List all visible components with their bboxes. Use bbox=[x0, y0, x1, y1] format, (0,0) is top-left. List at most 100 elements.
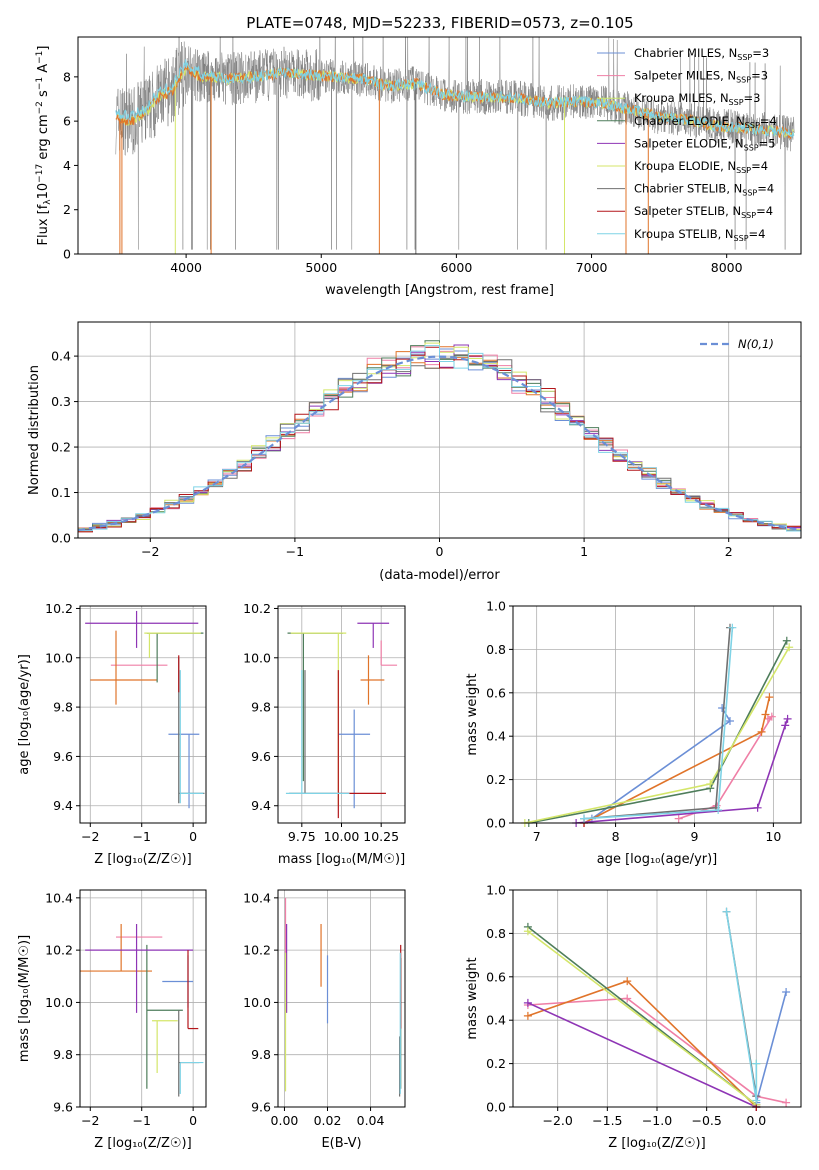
x-tick-label: 9.75 bbox=[288, 829, 316, 844]
y-tick-label: 9.4 bbox=[251, 798, 271, 813]
y-tick-label: 9.6 bbox=[53, 1100, 73, 1115]
axes-frame bbox=[277, 889, 406, 1108]
y-tick-label: 9.8 bbox=[251, 700, 271, 715]
y-tick-label: 9.8 bbox=[251, 1047, 271, 1062]
y-axis-label: mass [log₁₀(M/M☉)] bbox=[17, 935, 32, 1062]
y-tick-label: 0.8 bbox=[486, 642, 506, 657]
y-tick-label: 10.2 bbox=[243, 943, 271, 958]
x-tick-label: 4000 bbox=[170, 260, 202, 275]
x-tick-label: −2.0 bbox=[543, 1113, 573, 1128]
legend-entry: Chabrier ELODIE, NSSP=4 bbox=[634, 114, 777, 130]
mass-weight-point bbox=[782, 1098, 791, 1107]
legend-entry: Salpeter ELODIE, NSSP=5 bbox=[634, 136, 776, 152]
mass-weight-point bbox=[623, 977, 632, 986]
mass-vs-Z-panel: −2 −1 0 9.6 9.8 10.0 10.2 10.4 Z [log₁₀(Z/Z☉)] ma… bbox=[17, 889, 207, 1151]
y-axis-label: Flux [fλ10−17 erg cm−2 s−1 A−1] bbox=[35, 46, 53, 246]
x-tick-label: 9 bbox=[691, 829, 699, 844]
x-tick-label: 6000 bbox=[440, 260, 472, 275]
axes-frame bbox=[277, 605, 406, 824]
y-axis-label: mass weight bbox=[465, 957, 480, 1039]
axes-frame bbox=[512, 605, 802, 824]
x-tick-label: 0 bbox=[189, 1113, 197, 1128]
x-tick-label: 7000 bbox=[576, 260, 608, 275]
mass-weight-point bbox=[752, 1059, 761, 1068]
massweight-vs-age-grid bbox=[513, 605, 801, 824]
y-tick-label: 10.2 bbox=[243, 601, 271, 616]
mass-vs-ebv-grid bbox=[278, 890, 405, 1108]
mass-weight-point bbox=[580, 814, 589, 823]
x-axis-label: (data-model)/error bbox=[379, 568, 500, 583]
y-tick-label: 0.4 bbox=[486, 729, 506, 744]
x-tick-label: 8000 bbox=[711, 260, 743, 275]
y-tick-label: 8 bbox=[63, 69, 71, 84]
mass-weight-point bbox=[782, 987, 791, 996]
mass-weight-point bbox=[714, 805, 723, 814]
mass-weight-line bbox=[527, 1002, 757, 1107]
x-tick-label: −2 bbox=[141, 544, 159, 559]
model-line bbox=[115, 59, 795, 139]
x-tick-label: 0.04 bbox=[357, 1113, 385, 1128]
x-tick-label: 10.00 bbox=[324, 829, 360, 844]
mass-vs-Z-grid bbox=[80, 890, 206, 1108]
mass-weight-point bbox=[725, 717, 734, 726]
y-tick-label: 0.2 bbox=[486, 772, 506, 787]
mass-vs-ebv-panel: 0.00 0.02 0.04 9.6 9.8 10.0 10.2 10.4 E(B-V) bbox=[243, 889, 406, 1151]
x-tick-label: 0.00 bbox=[271, 1113, 299, 1128]
gaussian-curve bbox=[77, 355, 802, 532]
y-tick-label: 9.8 bbox=[53, 700, 73, 715]
y-tick-label: 2 bbox=[63, 202, 71, 217]
y-axis-label: mass weight bbox=[465, 673, 480, 755]
x-tick-label: −1 bbox=[286, 544, 304, 559]
spectrum-panel: 4000 5000 6000 7000 8000 0 2 4 6 8 wavelength [Ang… bbox=[35, 36, 802, 298]
mass-weight-line bbox=[524, 646, 790, 823]
mass-weight-point bbox=[706, 779, 715, 788]
x-tick-label: −2 bbox=[81, 829, 99, 844]
mass-weight-point bbox=[523, 927, 532, 936]
age-vs-mass-grid bbox=[278, 606, 405, 823]
mass-weight-point bbox=[718, 703, 727, 712]
mass-weight-point bbox=[757, 727, 766, 736]
mass-weight-point bbox=[752, 1096, 761, 1105]
legend-entry: Kroupa STELIB, NSSP=4 bbox=[634, 227, 765, 243]
mass-weight-line bbox=[755, 991, 787, 1107]
y-tick-label: 10.0 bbox=[45, 995, 73, 1010]
y-tick-label: 9.8 bbox=[53, 1047, 73, 1062]
y-axis-label: age [log₁₀(age/yr)] bbox=[17, 654, 32, 775]
x-tick-label: −1.0 bbox=[642, 1113, 672, 1128]
legend-entry: Kroupa MILES, NSSP=3 bbox=[634, 91, 760, 107]
axes-frame bbox=[77, 321, 802, 539]
y-tick-label: 0.8 bbox=[486, 926, 506, 941]
y-tick-label: 0.1 bbox=[51, 485, 71, 500]
y-tick-label: 10.0 bbox=[243, 995, 271, 1010]
y-tick-label: 4 bbox=[63, 158, 71, 173]
mass-weight-point bbox=[761, 710, 770, 719]
legend-entry: Chabrier MILES, NSSP=3 bbox=[634, 46, 769, 62]
mass-weight-line bbox=[583, 627, 731, 820]
y-tick-label: 10.4 bbox=[45, 890, 73, 905]
x-tick-label: 8 bbox=[612, 829, 620, 844]
x-axis-label: mass [log₁₀(M/M☉)] bbox=[278, 852, 405, 867]
mass-weight-line bbox=[725, 911, 758, 1101]
y-tick-label: 1.0 bbox=[486, 883, 506, 898]
x-axis-label: age [log₁₀(age/yr)] bbox=[597, 852, 718, 867]
legend-entry: N(0,1) bbox=[738, 337, 774, 351]
mass-weight-line bbox=[527, 980, 757, 1107]
y-tick-label: 10.2 bbox=[45, 601, 73, 616]
x-tick-label: −1 bbox=[132, 1113, 150, 1128]
mass-weight-point bbox=[765, 693, 774, 702]
y-tick-label: 6 bbox=[63, 114, 71, 129]
massweight-vs-age-panel: 7 8 9 10 0.0 0.2 0.4 0.6 0.8 1.0 age [log₁₀(age/yr… bbox=[465, 599, 802, 867]
x-tick-label: 1 bbox=[580, 544, 588, 559]
axes-frame bbox=[79, 889, 207, 1108]
x-axis-label: Z [log₁₀(Z/Z☉)] bbox=[608, 1136, 705, 1151]
y-tick-label: 9.4 bbox=[53, 798, 73, 813]
x-axis-label: Z [log₁₀(Z/Z☉)] bbox=[94, 1136, 191, 1151]
x-tick-label: 7 bbox=[533, 829, 541, 844]
x-tick-label: 0.0 bbox=[746, 1113, 766, 1128]
x-tick-label: 0.02 bbox=[314, 1113, 342, 1128]
y-tick-label: 0.4 bbox=[51, 349, 71, 364]
y-tick-label: 10.0 bbox=[45, 650, 73, 665]
axes-frame bbox=[512, 889, 802, 1108]
y-tick-label: 0.2 bbox=[486, 1056, 506, 1071]
